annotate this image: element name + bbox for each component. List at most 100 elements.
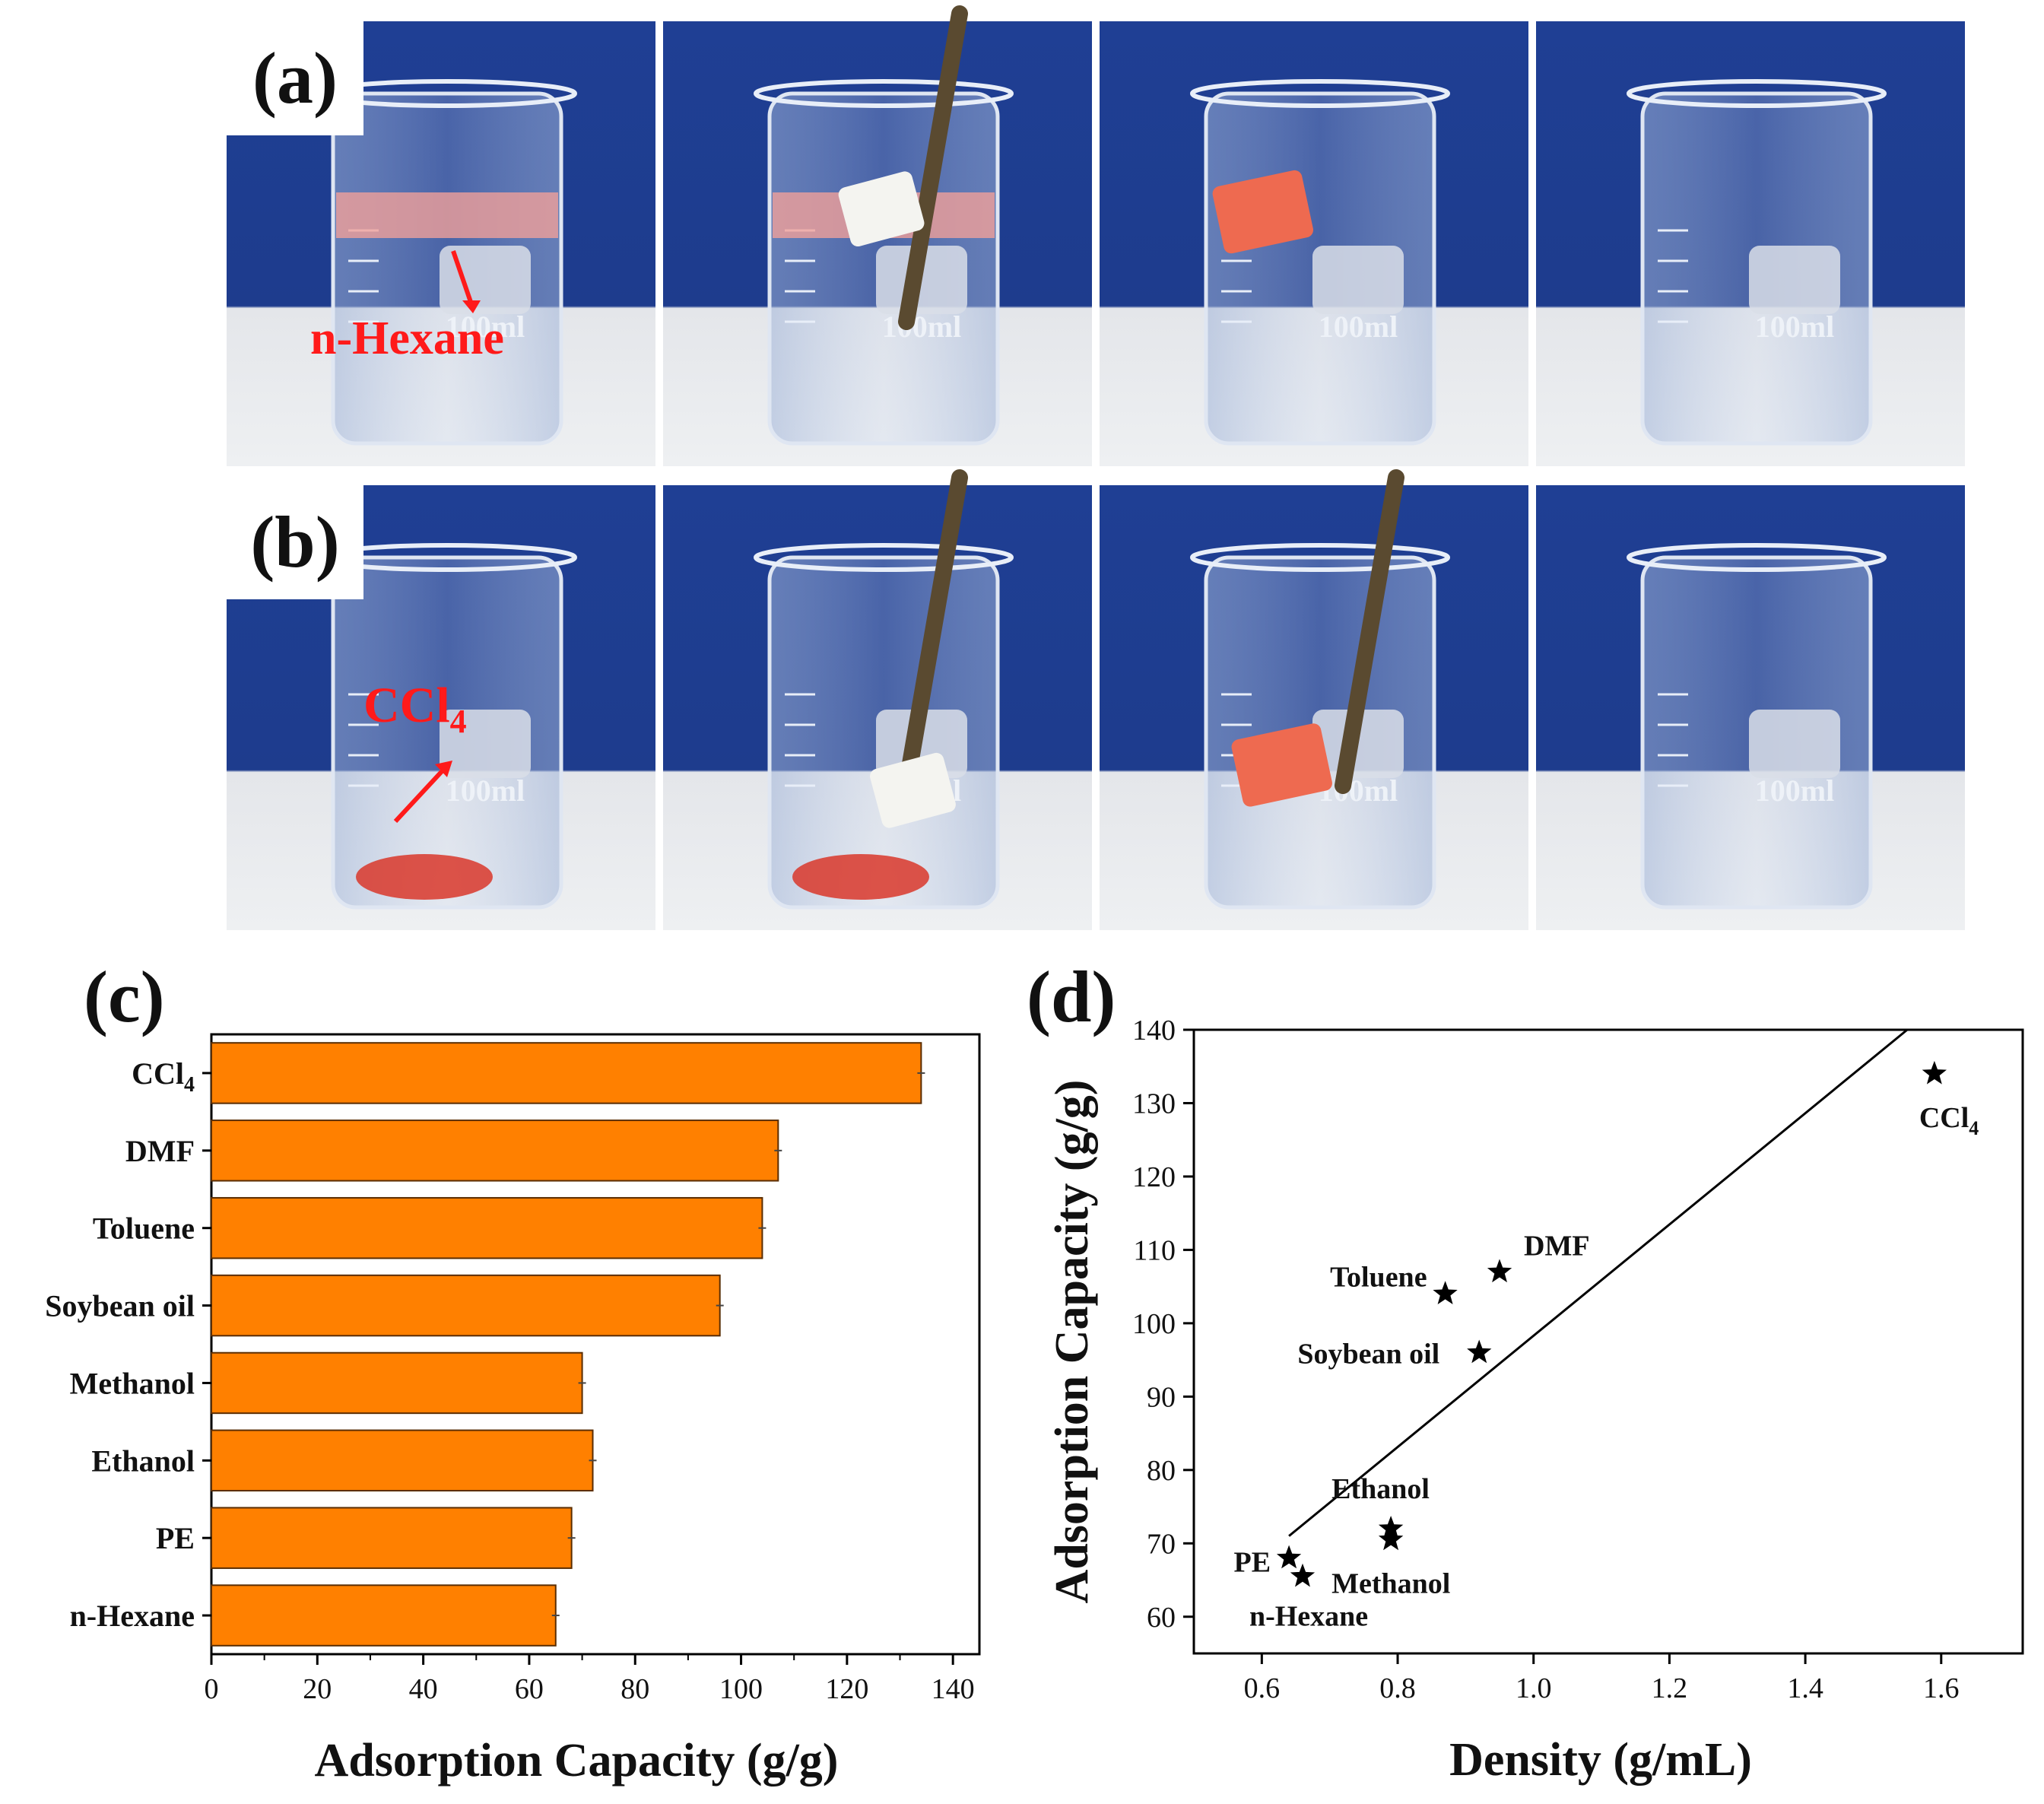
scatter-chart: 0.6 0.8 1.0 1.2 1.4 1.6 60 70 80 90 100 110 120 130 14… <box>1046 1015 2024 1786</box>
sponge-red <box>1231 723 1332 807</box>
y-tick-label: CCl4 <box>132 1056 195 1097</box>
x-tick-label: 1.6 <box>1923 1672 1960 1704</box>
y-tick-label: DMF <box>125 1134 195 1168</box>
scatter-point-dmf <box>1487 1259 1512 1283</box>
annotation-ccl4: CCl4 <box>363 677 467 741</box>
x-tick-label: 100 <box>719 1673 763 1705</box>
x-tick-label: 0.8 <box>1379 1672 1416 1704</box>
y-tick-label: 90 <box>1147 1381 1176 1413</box>
x-axis-title: Density (g/mL) <box>1449 1734 1752 1786</box>
point-label: Toluene <box>1330 1261 1427 1293</box>
y-tick-label: 70 <box>1147 1528 1176 1560</box>
sponge-white <box>870 752 956 828</box>
annotation-arrowhead-b <box>435 761 452 777</box>
beaker-rim <box>1190 79 1450 108</box>
bar-n-hexane <box>211 1584 557 1647</box>
panel-label-d: (d) <box>1027 956 1116 1037</box>
y-tick-label: 130 <box>1132 1088 1176 1120</box>
tweezer <box>898 469 968 794</box>
beaker-rim <box>1627 79 1887 108</box>
x-tick-label: 1.2 <box>1652 1672 1688 1704</box>
point-label: n-Hexane <box>1249 1601 1368 1633</box>
beaker-label-patch <box>1749 710 1840 778</box>
bar-plot-frame <box>210 1033 981 1656</box>
beaker-volume-text: 100ml <box>446 773 525 808</box>
beaker-volume-text: 100ml <box>1755 773 1834 808</box>
beaker-photos: 100ml100ml100ml100ml100ml100ml100ml100ml <box>317 5 1887 910</box>
tweezer <box>1335 469 1404 794</box>
x-tick-label: 80 <box>620 1673 649 1705</box>
beaker-volume-text: 100ml <box>1319 310 1398 344</box>
bar-ethanol <box>211 1429 594 1492</box>
x-tick-label: 20 <box>303 1673 332 1705</box>
y-tick-label: Ethanol <box>91 1444 195 1478</box>
beaker-label-patch <box>1312 246 1404 314</box>
point-label: PE <box>1234 1547 1271 1579</box>
panel-label-b: (b) <box>227 485 363 599</box>
panel-label-a: (a) <box>227 21 363 135</box>
fit-line <box>1288 1028 1909 1537</box>
bar-methanol <box>211 1351 583 1415</box>
organic-layer <box>792 854 929 900</box>
annotation-n-hexane: n-Hexane <box>310 313 504 364</box>
organic-layer <box>356 854 493 900</box>
scatter-point-n-hexane <box>1290 1563 1316 1587</box>
beaker-rim <box>1190 543 1450 572</box>
sponge-white <box>838 171 925 247</box>
tweezer <box>898 5 968 330</box>
beaker-label-patch <box>440 246 531 314</box>
bar-pe <box>211 1507 573 1569</box>
annotation-arrowhead-a <box>462 300 481 313</box>
annotation-ccl4-main: CCl <box>363 678 450 733</box>
panel-label-c: (c) <box>84 956 165 1037</box>
point-label: Soybean oil <box>1297 1338 1439 1370</box>
beaker-rim <box>754 79 1014 108</box>
point-label: Ethanol <box>1331 1473 1430 1505</box>
y-tick-label: 120 <box>1132 1161 1176 1193</box>
scatter-plot-frame <box>1192 1028 2024 1655</box>
sponge-red <box>1212 170 1313 254</box>
point-label: Methanol <box>1331 1567 1450 1599</box>
y-tick-label: n-Hexane <box>70 1599 195 1633</box>
x-tick-label: 140 <box>932 1673 975 1705</box>
y-tick-label: 140 <box>1132 1015 1176 1047</box>
beaker-volume-text: 100ml <box>446 310 525 344</box>
y-tick-label: Soybean oil <box>45 1289 195 1323</box>
y-tick-label: Toluene <box>93 1212 195 1246</box>
bar-ccl4 <box>211 1042 922 1104</box>
bar-toluene <box>211 1196 763 1259</box>
beaker-volume-text: 100ml <box>882 310 961 344</box>
organic-layer <box>336 192 558 238</box>
y-tick-label: PE <box>156 1521 195 1555</box>
scatter-point-soybean-oil <box>1467 1339 1492 1364</box>
point-label: DMF <box>1524 1230 1590 1262</box>
scatter-point-methanol <box>1378 1526 1404 1551</box>
scatter-point-pe <box>1276 1545 1302 1569</box>
x-axis-title: Adsorption Capacity (g/g) <box>315 1735 839 1787</box>
bar-chart: CCl4 DMF Toluene Soybean oil Methanol Ethanol… <box>45 1033 981 1787</box>
scatter-point-toluene <box>1433 1281 1458 1304</box>
beaker-volume-text: 100ml <box>1319 773 1398 808</box>
annotation-ccl4-sub: 4 <box>449 703 467 741</box>
annotation-arrow-a <box>451 250 474 305</box>
annotation-arrow-b <box>393 766 447 824</box>
x-tick-label: 0 <box>205 1673 219 1705</box>
y-tick-label: 110 <box>1133 1234 1176 1266</box>
x-tick-label: 60 <box>515 1673 544 1705</box>
bar-dmf <box>211 1120 779 1182</box>
x-tick-label: 1.0 <box>1516 1672 1552 1704</box>
beaker-label-patch <box>1749 246 1840 314</box>
x-tick-label: 40 <box>409 1673 438 1705</box>
point-label: CCl4 <box>1919 1102 1979 1139</box>
y-tick-label: 60 <box>1147 1602 1176 1634</box>
bar-soybean-oil <box>211 1274 721 1337</box>
y-tick-label: 80 <box>1147 1455 1176 1487</box>
x-tick-label: 120 <box>825 1673 868 1705</box>
beaker-label-patch <box>440 710 531 778</box>
x-tick-label: 0.6 <box>1244 1672 1281 1704</box>
y-tick-label: 100 <box>1132 1308 1176 1340</box>
scatter-point-ccl <box>1922 1060 1947 1085</box>
beaker-rim <box>754 543 1014 572</box>
y-tick-label: Methanol <box>70 1366 195 1400</box>
x-tick-label: 1.4 <box>1787 1672 1823 1704</box>
